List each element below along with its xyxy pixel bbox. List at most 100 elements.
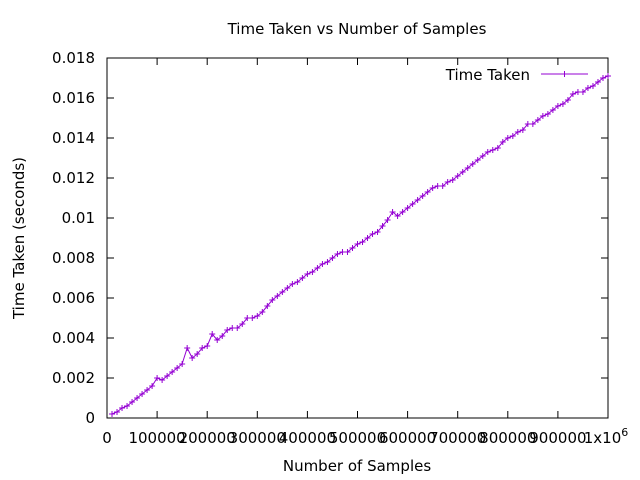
data-point xyxy=(279,289,286,295)
data-point xyxy=(409,201,416,207)
y-tick-label: 0.014 xyxy=(52,129,95,147)
data-point xyxy=(134,395,141,401)
data-point xyxy=(209,331,216,337)
data-point xyxy=(524,121,531,127)
data-point xyxy=(539,113,546,119)
data-point xyxy=(494,145,501,151)
data-point xyxy=(354,241,361,247)
x-tick-label: 0 xyxy=(102,429,112,447)
y-tick-label: 0.016 xyxy=(52,89,95,107)
data-point xyxy=(474,157,481,163)
series-line xyxy=(111,75,609,415)
data-point xyxy=(389,209,396,215)
x-axis-label: Number of Samples xyxy=(283,457,431,475)
x-axis: 0 100000200000300000400000500000600000700… xyxy=(102,58,628,447)
data-point xyxy=(554,103,561,109)
data-point xyxy=(584,85,591,91)
data-point xyxy=(434,183,441,189)
x-tick-label: 600000 xyxy=(379,429,436,447)
data-point xyxy=(184,345,191,351)
data-point xyxy=(364,235,371,241)
data-point xyxy=(534,117,541,123)
y-tick-label: 0.018 xyxy=(52,49,95,67)
data-point xyxy=(439,183,446,189)
data-point xyxy=(579,89,586,95)
legend-label: Time Taken xyxy=(445,66,530,84)
y-axis-label: Time Taken (seconds) xyxy=(10,157,28,320)
data-point xyxy=(429,185,436,191)
data-point xyxy=(479,153,486,159)
data-point xyxy=(269,297,276,303)
x-tick-label: 100000 xyxy=(128,429,185,447)
data-point xyxy=(489,147,496,153)
y-tick-label: 0.002 xyxy=(52,369,95,387)
data-point xyxy=(314,265,321,271)
data-point xyxy=(519,127,526,133)
data-point xyxy=(114,409,121,415)
data-point xyxy=(509,133,516,139)
data-point xyxy=(169,369,176,375)
data-point xyxy=(529,121,536,127)
y-axis: 0 0.002 0.004 0.006 0.008 0.01 0.012 0.014 0.016… xyxy=(52,49,608,427)
data-point xyxy=(419,193,426,199)
data-point xyxy=(379,223,386,229)
legend-marker xyxy=(561,71,568,77)
data-point xyxy=(144,387,151,393)
data-point xyxy=(369,231,376,237)
x-tick-label: 300000 xyxy=(229,429,286,447)
data-point xyxy=(234,325,241,331)
data-point xyxy=(459,169,466,175)
data-point xyxy=(344,249,351,255)
data-point xyxy=(249,315,256,321)
data-point xyxy=(359,239,366,245)
data-point xyxy=(594,79,601,85)
x-tick-label: 900000 xyxy=(529,429,586,447)
plot-area xyxy=(109,73,611,417)
data-point xyxy=(349,245,356,251)
y-tick-label: 0.006 xyxy=(52,289,95,307)
data-point xyxy=(319,261,326,267)
x-tick-label: 500000 xyxy=(329,429,386,447)
data-point xyxy=(109,411,116,417)
legend: Time Taken xyxy=(445,66,588,84)
data-point xyxy=(399,209,406,215)
data-point xyxy=(544,111,551,117)
data-point xyxy=(239,321,246,327)
data-point xyxy=(374,229,381,235)
data-point xyxy=(274,293,281,299)
data-point xyxy=(469,161,476,167)
data-point xyxy=(454,173,461,179)
data-point xyxy=(214,337,221,343)
data-point xyxy=(464,165,471,171)
data-point xyxy=(259,309,266,315)
y-tick-label: 0.012 xyxy=(52,169,95,187)
data-point xyxy=(569,91,576,97)
data-point xyxy=(254,313,261,319)
data-point xyxy=(299,275,306,281)
data-point xyxy=(444,179,451,185)
data-point xyxy=(514,129,521,135)
data-point xyxy=(329,255,336,261)
y-tick-label: 0.01 xyxy=(62,209,95,227)
x-tick-label: 1x106 xyxy=(584,426,629,447)
data-point xyxy=(384,217,391,223)
data-point xyxy=(605,73,611,79)
x-tick-label: 200000 xyxy=(179,429,236,447)
data-point xyxy=(559,101,566,107)
data-point xyxy=(334,251,341,257)
data-point xyxy=(174,365,181,371)
data-point xyxy=(189,355,196,361)
data-point xyxy=(414,197,421,203)
x-tick-label: 400000 xyxy=(279,429,336,447)
data-point xyxy=(139,391,146,397)
y-tick-label: 0.004 xyxy=(52,329,95,347)
data-point xyxy=(129,399,136,405)
data-point xyxy=(574,89,581,95)
data-point xyxy=(284,285,291,291)
data-point xyxy=(339,249,346,255)
data-point xyxy=(199,345,206,351)
data-point xyxy=(294,279,301,285)
y-tick-label: 0 xyxy=(85,409,95,427)
data-point xyxy=(179,361,186,367)
data-point xyxy=(599,75,606,81)
